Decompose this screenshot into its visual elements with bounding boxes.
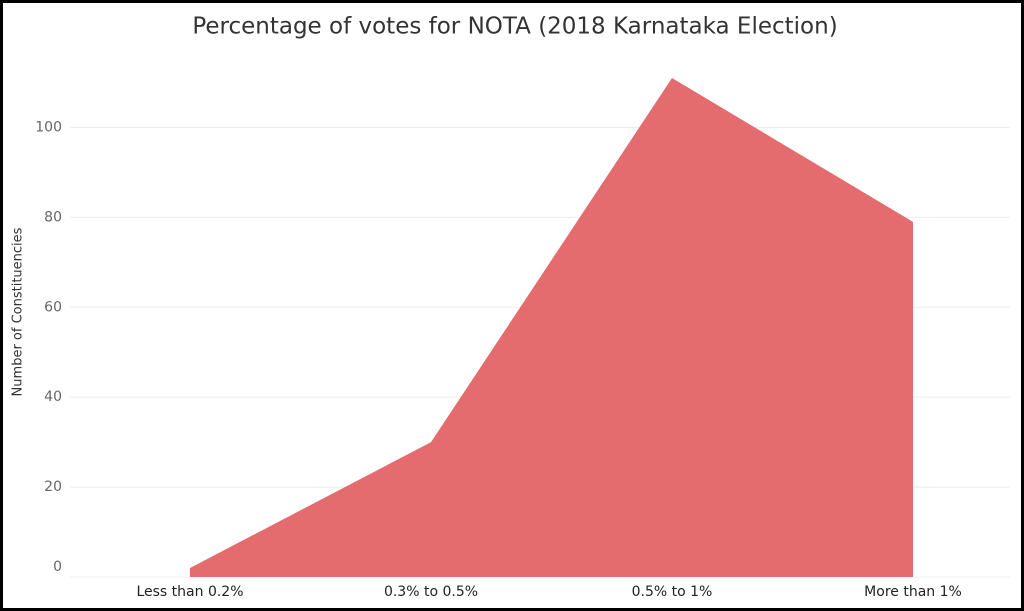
y-tick-label: 0 bbox=[53, 559, 62, 575]
y-tick-label: 40 bbox=[44, 389, 62, 405]
y-tick-label: 100 bbox=[35, 119, 62, 135]
area bbox=[190, 77, 913, 577]
x-tick-label: Less than 0.2% bbox=[136, 584, 243, 600]
chart-title: Percentage of votes for NOTA (2018 Karna… bbox=[192, 14, 837, 40]
y-tick-label: 20 bbox=[44, 479, 62, 495]
x-tick-label: 0.3% to 0.5% bbox=[384, 584, 478, 600]
y-tick-label: 60 bbox=[44, 299, 62, 315]
x-tick-label: More than 1% bbox=[864, 584, 962, 600]
y-axis-label: Number of Constituencies bbox=[11, 227, 26, 396]
x-tick-label: 0.5% to 1% bbox=[632, 584, 713, 600]
y-tick-label: 80 bbox=[44, 209, 62, 225]
